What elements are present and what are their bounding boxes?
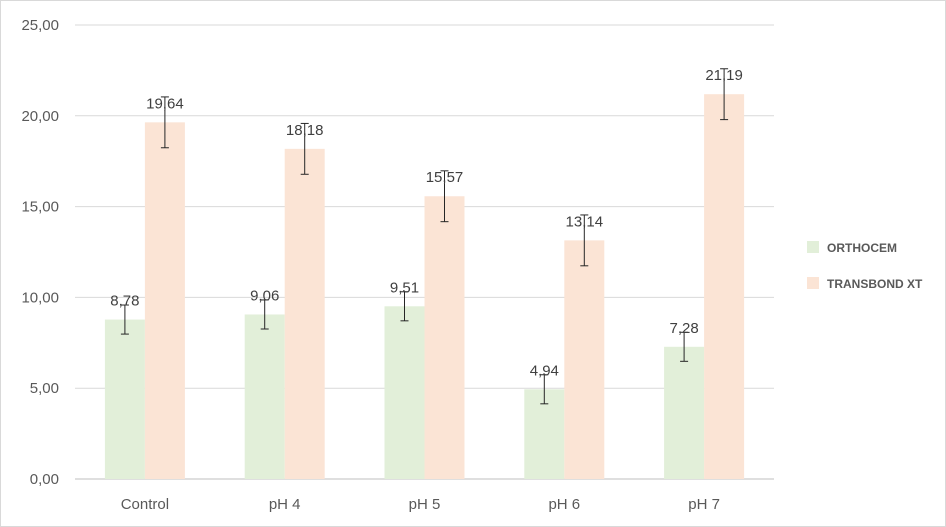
legend-swatch-orthocem <box>807 241 819 253</box>
data-label: 15,57 <box>426 169 464 186</box>
data-label: 19,64 <box>146 95 184 112</box>
data-label: 13,14 <box>566 213 604 230</box>
data-label: 9,06 <box>250 287 279 304</box>
bar-orthocem <box>104 319 145 479</box>
y-tick-label: 25,00 <box>21 17 59 34</box>
bar-transbond-xt <box>564 240 605 479</box>
x-tick-label: pH 7 <box>688 496 720 513</box>
legend-swatch-transbond-xt <box>807 277 819 289</box>
x-tick-label: pH 6 <box>548 496 580 513</box>
y-tick-label: 0,00 <box>30 471 59 488</box>
data-label: 9,51 <box>390 279 419 296</box>
bar-orthocem <box>384 306 425 479</box>
bars <box>104 94 745 480</box>
x-tick-label: pH 5 <box>409 496 441 513</box>
data-label: 4,94 <box>530 362 559 379</box>
x-axis-tick-labels: Control pH 4 pH 5 pH 6 pH 7 <box>121 496 720 513</box>
bar-transbond-xt <box>284 148 325 479</box>
data-label: 18,18 <box>286 122 324 139</box>
bar-orthocem <box>244 314 285 479</box>
y-tick-label: 20,00 <box>21 108 59 125</box>
x-tick-label: pH 4 <box>269 496 301 513</box>
legend-label-orthocem: ORTHOCEM <box>827 241 897 255</box>
bar-transbond-xt <box>704 94 745 479</box>
error-bars <box>120 68 729 405</box>
y-tick-label: 15,00 <box>21 199 59 216</box>
bar-transbond-xt <box>424 196 465 480</box>
y-tick-label: 5,00 <box>30 380 59 397</box>
bar-orthocem <box>664 346 705 479</box>
data-label: 21,19 <box>705 67 743 84</box>
y-axis-tick-labels: 0,00 5,00 10,00 15,00 20,00 25,00 <box>21 17 59 488</box>
data-label: 7,28 <box>669 320 698 337</box>
y-tick-label: 10,00 <box>21 289 59 306</box>
x-tick-label: Control <box>121 496 169 513</box>
bar-transbond-xt <box>144 122 185 480</box>
data-label: 8,78 <box>110 293 139 310</box>
legend: ORTHOCEM TRANSBOND XT <box>807 241 923 291</box>
legend-label-transbond-xt: TRANSBOND XT <box>827 277 923 291</box>
data-labels: 8,78 19,64 9,06 18,18 9,51 15,57 4,94 13,14 7,28… <box>110 67 743 379</box>
